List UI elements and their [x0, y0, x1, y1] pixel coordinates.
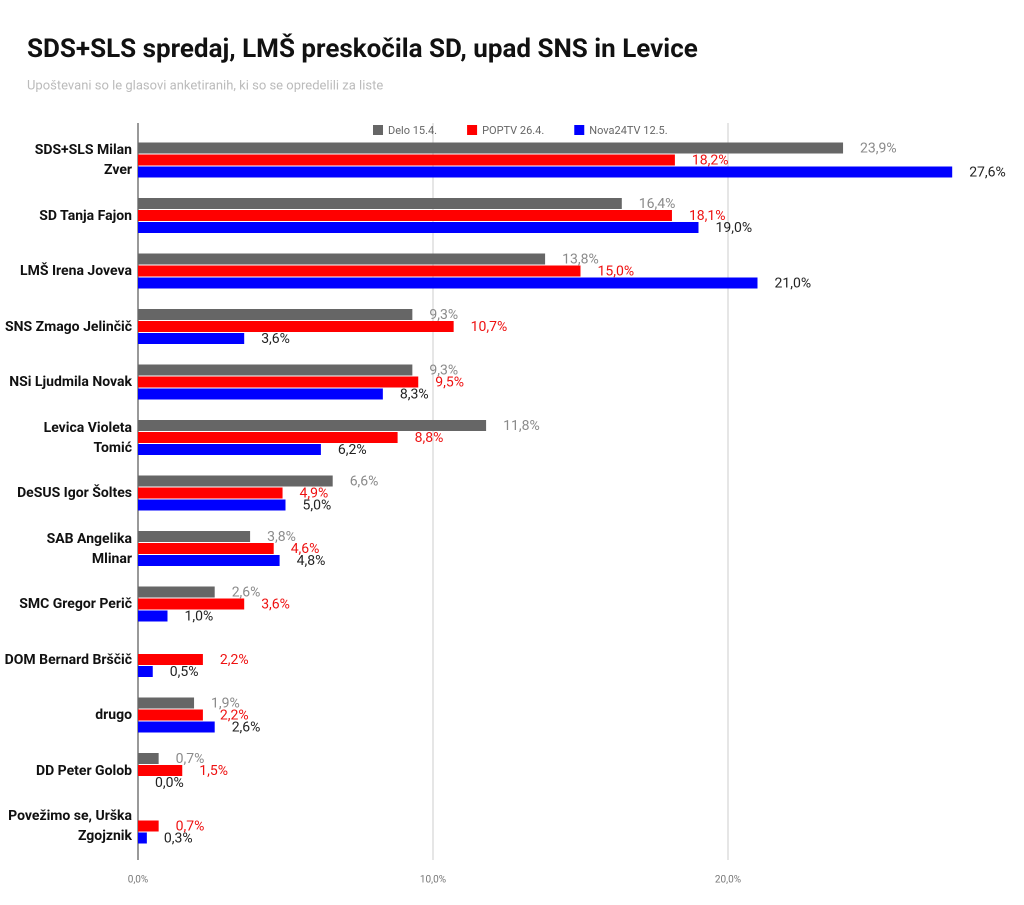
bar: [138, 765, 183, 776]
bar: [138, 166, 953, 178]
bar: [138, 555, 280, 566]
value-label: 10,7%: [471, 319, 508, 335]
category-label: NSi Ljudmila Novak: [9, 374, 132, 390]
value-label: 0,3%: [164, 831, 193, 847]
category-label: drugo: [95, 707, 132, 723]
value-label: 2,2%: [220, 708, 249, 724]
bar: [138, 420, 487, 431]
bar: [138, 820, 159, 832]
legend-label: POPTV 26.4.: [482, 124, 544, 137]
bar: [138, 666, 153, 677]
value-label: 13,8%: [562, 252, 599, 268]
value-label: 6,6%: [350, 474, 379, 490]
value-label: 15,0%: [598, 264, 635, 280]
bar: [138, 832, 147, 844]
bar: [138, 154, 675, 166]
category-label: Levica Violeta Tomić: [43, 419, 132, 456]
bar: [138, 253, 546, 265]
value-label: 21,0%: [775, 276, 812, 292]
legend-label: Delo 15.4.: [388, 124, 437, 137]
value-label: 3,6%: [261, 331, 290, 347]
legend-swatch: [373, 125, 383, 135]
bar: [138, 598, 245, 610]
value-label: 2,6%: [232, 585, 261, 601]
bar: [138, 198, 622, 209]
value-label: 4,8%: [297, 553, 326, 569]
bar: [138, 432, 398, 443]
value-label: 1,5%: [199, 763, 228, 779]
bar: [138, 321, 454, 332]
value-label: 18,2%: [692, 153, 729, 169]
bar: [138, 277, 758, 289]
value-label: 1,9%: [211, 696, 240, 712]
category-label: SMC Gregor Perič: [19, 596, 132, 612]
category-label: DD Peter Golob: [35, 762, 132, 779]
legend-swatch: [574, 125, 585, 135]
category-label: DeSUS Igor Šoltes: [17, 485, 132, 501]
category-label: SD Tanja Fajon: [39, 207, 132, 224]
bar: [138, 388, 383, 400]
value-label: 1,0%: [185, 609, 214, 625]
value-label: 0,0%: [155, 775, 184, 791]
bar: [138, 265, 581, 277]
category-label: Povežimo se, Urška Zgojznik: [8, 808, 132, 844]
value-label: 2,2%: [220, 652, 249, 668]
category-label: LMŠ Irena Joveva: [20, 263, 132, 279]
legend-label: Nova24TV 12.5.: [589, 124, 667, 137]
value-label: 4,6%: [291, 541, 320, 557]
value-label: 27,6%: [969, 165, 1006, 181]
bar: [138, 499, 286, 511]
bar: [138, 333, 245, 344]
value-label: 16,4%: [639, 196, 676, 212]
bar: [138, 709, 203, 721]
bar: [138, 364, 413, 376]
value-label: 8,8%: [415, 430, 444, 446]
bar: [138, 487, 283, 499]
bar: [138, 475, 333, 487]
bar: [138, 543, 274, 554]
value-label: 18,1%: [689, 208, 726, 224]
bar: [138, 142, 844, 154]
bar: [138, 721, 215, 733]
value-label: 19,0%: [716, 220, 753, 236]
value-label: 9,5%: [435, 375, 464, 391]
value-label: 0,5%: [170, 664, 199, 680]
value-label: 6,2%: [338, 442, 367, 458]
bar: [138, 531, 251, 542]
chart-subtitle: Upoštevani so le glasovi anketiranih, ki…: [27, 78, 383, 93]
bar: [138, 210, 672, 221]
bar: [138, 610, 168, 622]
value-label: 3,6%: [261, 597, 290, 613]
value-label: 4,9%: [300, 486, 329, 502]
x-tick-label: 0,0%: [128, 875, 149, 886]
category-label: SAB Angelika Mlinar: [46, 530, 132, 567]
x-tick-label: 20,0%: [715, 875, 741, 886]
category-label: DOM Bernard Brščič: [4, 651, 132, 668]
bar: [138, 654, 203, 665]
value-label: 2,6%: [232, 720, 261, 736]
bar: [138, 586, 215, 598]
bar: [138, 444, 321, 455]
value-label: 9,3%: [429, 307, 458, 323]
value-label: 3,8%: [267, 529, 296, 545]
value-label: 23,9%: [860, 141, 897, 157]
bar: [138, 309, 413, 320]
chart-title: SDS+SLS spredaj, LMŠ preskočila SD, upad…: [27, 33, 698, 64]
legend-swatch: [467, 125, 478, 135]
category-label: SNS Zmago Jelinčič: [4, 318, 132, 335]
value-label: 11,8%: [503, 418, 540, 434]
bar: [138, 753, 159, 764]
value-label: 0,7%: [176, 819, 205, 835]
bar: [138, 376, 419, 388]
bar: [138, 697, 195, 709]
value-label: 5,0%: [303, 498, 332, 514]
value-label: 8,3%: [400, 387, 429, 403]
category-label: SDS+SLS Milan Zver: [34, 142, 132, 178]
value-label: 0,7%: [176, 751, 205, 767]
x-tick-label: 10,0%: [420, 875, 446, 886]
bar: [138, 222, 699, 233]
value-label: 9,3%: [429, 363, 458, 379]
